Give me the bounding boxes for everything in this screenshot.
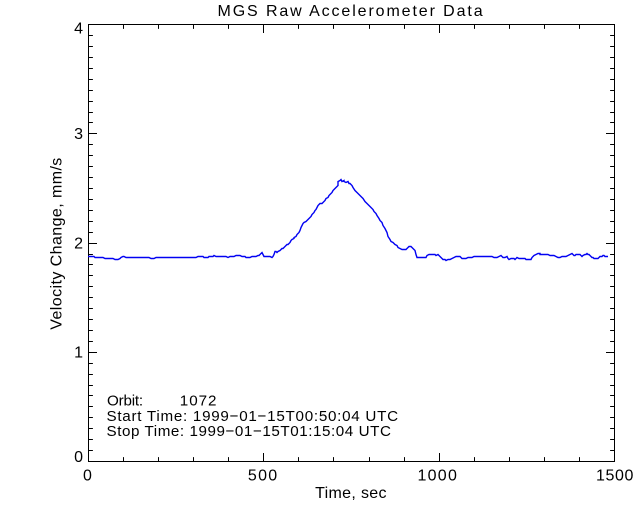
svg-text:0: 0	[74, 449, 83, 466]
svg-text:4: 4	[74, 21, 83, 38]
svg-text:Orbit:: Orbit:	[107, 393, 143, 410]
svg-text:2: 2	[74, 235, 83, 252]
svg-text:1: 1	[74, 345, 83, 362]
svg-text:1500: 1500	[596, 468, 634, 485]
svg-text:Velocity Change, mm/s: Velocity Change, mm/s	[49, 157, 66, 329]
svg-text:MGS Raw Accelerometer Data: MGS Raw Accelerometer Data	[218, 3, 485, 20]
svg-text:Time, sec: Time, sec	[315, 485, 387, 502]
svg-text:Start Time: 1999−01−15T00:50:0: Start Time: 1999−01−15T00:50:04 UTC	[107, 408, 399, 425]
svg-text:500: 500	[248, 468, 279, 485]
svg-text:0: 0	[83, 468, 92, 485]
svg-text:3: 3	[74, 126, 83, 143]
svg-text:1000: 1000	[418, 468, 459, 485]
svg-text:1072: 1072	[180, 393, 218, 410]
svg-text:Stop Time: 1999−01−15T01:15:04: Stop Time: 1999−01−15T01:15:04 UTC	[107, 423, 392, 440]
